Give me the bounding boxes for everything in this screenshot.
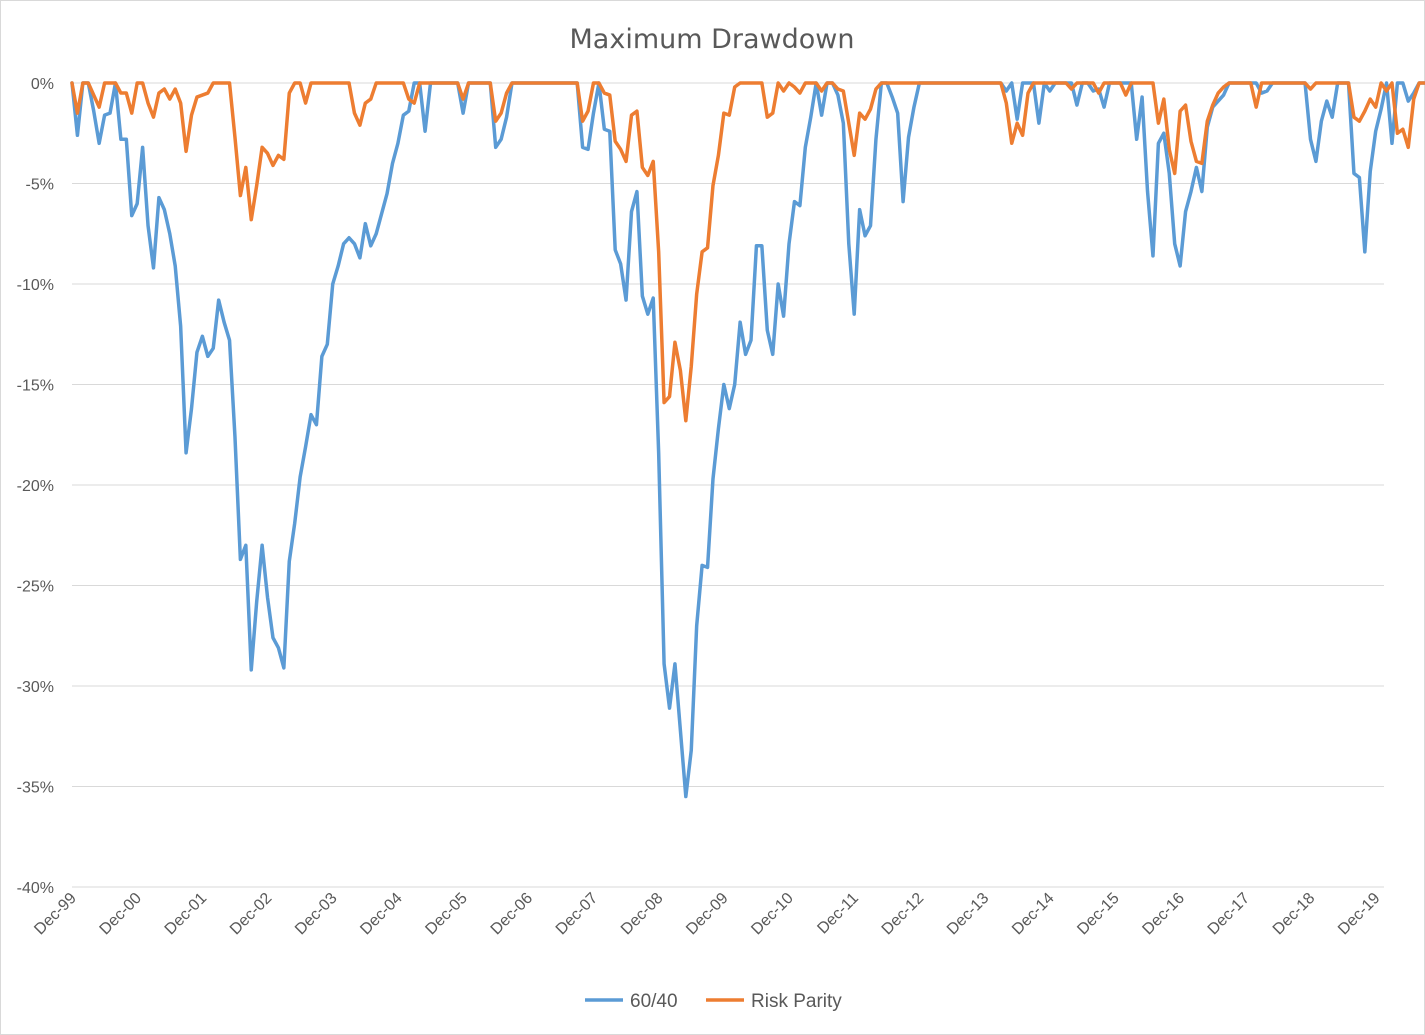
y-tick-label: -5%	[26, 177, 54, 194]
x-tick-label: Dec-17	[1205, 890, 1254, 939]
x-tick-label: Dec-14	[1009, 890, 1058, 939]
series-lines	[70, 81, 1425, 799]
x-tick-label: Dec-08	[618, 890, 667, 939]
x-tick-label: Dec-99	[31, 890, 80, 939]
y-tick-label: -20%	[17, 478, 54, 495]
chart-title: Maximum Drawdown	[570, 24, 855, 55]
y-tick-label: -25%	[17, 579, 54, 596]
x-tick-label: Dec-10	[748, 890, 797, 939]
x-tick-label: Dec-01	[162, 890, 211, 939]
legend-label-risk-parity: Risk Parity	[751, 991, 842, 1012]
x-tick-label: Dec-00	[97, 890, 146, 939]
series-line-risk-parity	[70, 81, 1425, 423]
x-tick-label: Dec-02	[227, 890, 276, 939]
x-tick-label: Dec-03	[292, 890, 341, 939]
series-line-60-40	[70, 81, 1425, 799]
y-tick-label: -35%	[17, 780, 54, 797]
x-tick-label: Dec-19	[1335, 890, 1384, 939]
x-tick-label: Dec-11	[814, 890, 862, 938]
x-axis-ticks: Dec-99 Dec-00 Dec-01 Dec-02 Dec-03 Dec-04 Dec-…	[31, 890, 1383, 939]
x-tick-label: Dec-07	[553, 890, 602, 939]
x-tick-label: Dec-18	[1270, 890, 1319, 939]
y-axis-ticks: 0% -5% -10% -15% -20% -25% -30% -35% -40%	[17, 76, 54, 897]
x-tick-label: Dec-09	[683, 890, 732, 939]
x-tick-label: Dec-05	[422, 890, 471, 939]
x-tick-label: Dec-15	[1074, 890, 1123, 939]
x-tick-label: Dec-16	[1139, 890, 1188, 939]
legend-label-60-40: 60/40	[630, 991, 678, 1012]
gridlines	[72, 82, 1384, 888]
x-tick-label: Dec-12	[879, 890, 928, 939]
y-tick-label: -10%	[17, 277, 54, 294]
x-tick-label: Dec-13	[944, 890, 993, 939]
y-tick-label: -30%	[17, 679, 54, 696]
x-tick-label: Dec-04	[357, 890, 406, 939]
y-tick-label: -40%	[17, 880, 54, 897]
y-tick-label: 0%	[31, 76, 54, 93]
legend: 60/40 Risk Parity	[585, 991, 842, 1012]
x-tick-label: Dec-06	[488, 890, 537, 939]
y-tick-label: -15%	[17, 378, 54, 395]
